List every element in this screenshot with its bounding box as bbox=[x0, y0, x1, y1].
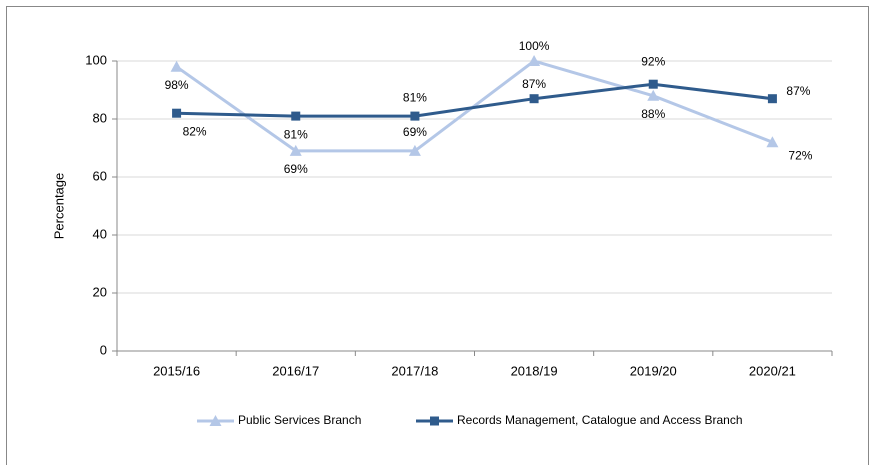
data-label: 81% bbox=[284, 127, 308, 141]
y-tick-label: 100 bbox=[85, 52, 107, 67]
y-tick-label: 0 bbox=[100, 342, 107, 357]
data-point bbox=[767, 94, 777, 104]
series-line bbox=[176, 82, 773, 118]
data-label: 87% bbox=[522, 77, 546, 91]
y-tick-label: 80 bbox=[93, 110, 107, 125]
data-point bbox=[766, 136, 779, 148]
data-point bbox=[410, 111, 420, 121]
data-point bbox=[647, 89, 660, 101]
legend-marker bbox=[430, 416, 439, 426]
data-label: 88% bbox=[641, 107, 665, 121]
data-point bbox=[291, 111, 301, 121]
data-label: 69% bbox=[284, 162, 308, 176]
chart-frame bbox=[6, 6, 869, 465]
data-label: 72% bbox=[788, 148, 812, 162]
legend-marker bbox=[209, 415, 222, 426]
x-tick-label: 2017/18 bbox=[391, 363, 438, 378]
data-label: 81% bbox=[403, 90, 427, 104]
data-point bbox=[528, 55, 541, 66]
data-label: 92% bbox=[641, 54, 665, 68]
data-label: 98% bbox=[165, 78, 189, 92]
legend-label: Public Services Branch bbox=[238, 413, 361, 427]
data-label: 100% bbox=[519, 39, 550, 53]
data-point bbox=[529, 94, 539, 104]
data-label: 87% bbox=[786, 84, 810, 98]
y-axis-label: Percentage bbox=[51, 173, 66, 240]
data-point bbox=[408, 144, 421, 156]
y-tick-label: 20 bbox=[93, 284, 107, 299]
y-tick-label: 40 bbox=[93, 226, 107, 241]
x-tick-label: 2015/16 bbox=[153, 363, 200, 378]
data-point bbox=[289, 144, 302, 156]
x-tick-label: 2018/19 bbox=[511, 363, 558, 378]
data-point bbox=[648, 79, 658, 89]
x-tick-label: 2020/21 bbox=[749, 363, 796, 378]
x-tick-label: 2019/20 bbox=[630, 363, 677, 378]
legend-label: Records Management, Catalogue and Access… bbox=[457, 413, 743, 427]
data-label: 82% bbox=[183, 124, 207, 138]
y-tick-label: 60 bbox=[93, 168, 107, 183]
x-tick-label: 2016/17 bbox=[272, 363, 319, 378]
data-point bbox=[172, 108, 182, 118]
data-label: 69% bbox=[403, 125, 427, 139]
data-point bbox=[170, 60, 183, 72]
